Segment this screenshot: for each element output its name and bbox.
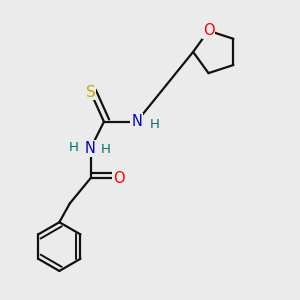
Text: N: N (131, 114, 142, 129)
Text: H: H (100, 142, 110, 156)
Text: O: O (203, 23, 214, 38)
Text: H: H (149, 118, 159, 130)
Text: S: S (86, 85, 95, 100)
Text: H: H (68, 140, 78, 154)
Text: O: O (113, 171, 124, 186)
Text: N: N (85, 141, 96, 156)
